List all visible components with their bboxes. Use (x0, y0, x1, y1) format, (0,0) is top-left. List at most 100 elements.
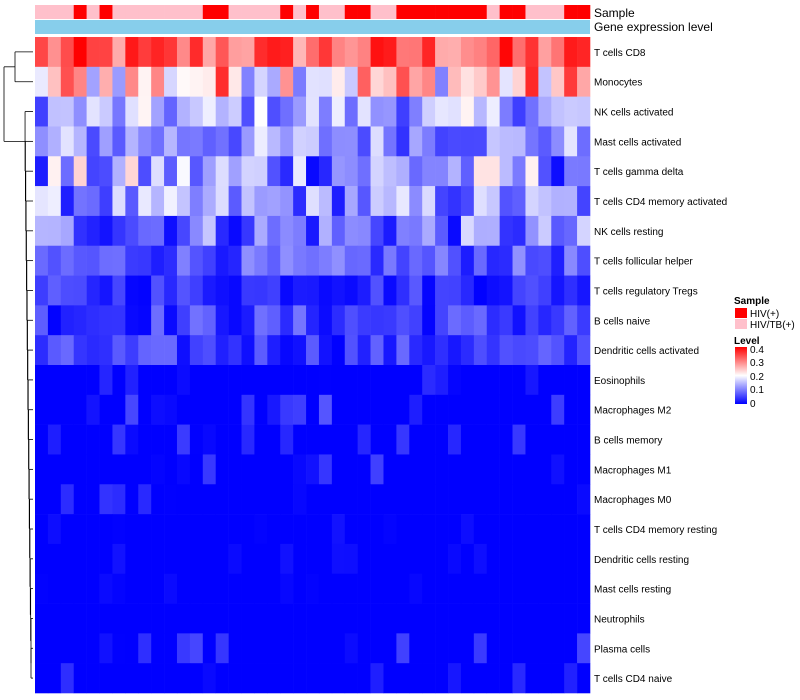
heatmap-cell (86, 245, 100, 276)
heatmap-cell (306, 186, 320, 217)
heatmap-cell (564, 275, 578, 306)
heatmap-cell (551, 305, 565, 336)
sample-annotation-cell (215, 5, 229, 19)
sample-annotation-cell (86, 5, 100, 19)
heatmap-cell (99, 215, 113, 247)
heatmap-cell (512, 156, 526, 187)
heatmap-cell (538, 335, 552, 366)
heatmap-cell (577, 245, 591, 276)
heatmap-cell (564, 663, 578, 694)
heatmap-cell (448, 96, 462, 127)
heatmap-cell (370, 275, 384, 306)
heatmap-cell (486, 424, 500, 455)
heatmap-cell (228, 663, 242, 694)
heatmap-cell (112, 424, 126, 455)
heatmap-cell (551, 573, 565, 604)
heatmap-cell (99, 186, 113, 217)
heatmap-cell (435, 543, 449, 575)
heatmap-cell (176, 126, 191, 157)
heatmap-cell (176, 96, 191, 127)
heatmap-cell (486, 663, 500, 694)
row-label: Dendritic cells activated (594, 346, 699, 357)
heatmap-cell (202, 156, 216, 187)
heatmap-cell (254, 365, 268, 396)
heatmap-cell (228, 305, 242, 336)
heatmap-cell (125, 335, 139, 366)
heatmap-cell (151, 66, 165, 97)
heatmap-cell (473, 514, 488, 545)
heatmap-cell (383, 573, 397, 604)
heatmap-cell (254, 215, 268, 247)
heatmap-cell (473, 454, 488, 485)
heatmap-cell (73, 633, 87, 664)
heatmap-cell (331, 424, 346, 455)
sample-annotation-cell (293, 5, 307, 19)
heatmap-cell (448, 66, 462, 97)
heatmap-cell (551, 663, 565, 694)
heatmap-cell (538, 37, 552, 68)
heatmap-cell (409, 245, 423, 276)
heatmap-cell (448, 126, 462, 157)
heatmap-cell (47, 335, 62, 366)
heatmap-cell (435, 365, 449, 396)
heatmap-cell (396, 156, 410, 187)
heatmap-cell (73, 335, 87, 366)
heatmap-cell (306, 335, 320, 366)
gene-expression-annotation-bar (35, 20, 590, 34)
heatmap-cell (202, 514, 216, 545)
heatmap-cell (267, 365, 281, 396)
heatmap-cell (47, 454, 62, 485)
heatmap-cell (112, 335, 126, 366)
heatmap-cell (228, 573, 242, 604)
heatmap-cell (422, 245, 436, 276)
heatmap-cell (138, 573, 152, 604)
heatmap-cell (344, 37, 358, 68)
heatmap-cell (318, 126, 333, 157)
heatmap-cell (331, 633, 346, 664)
heatmap-cell (564, 454, 578, 485)
heatmap-cell (86, 37, 100, 68)
sample-annotation-cell (473, 5, 488, 19)
heatmap-cell (473, 126, 488, 157)
heatmap-cell (176, 245, 191, 276)
heatmap-cell (357, 573, 371, 604)
heatmap-cell (228, 335, 242, 366)
heatmap-cell (280, 573, 294, 604)
heatmap-cell (499, 633, 513, 664)
heatmap-cell (331, 663, 346, 694)
heatmap-cell (215, 543, 229, 575)
heatmap-cell (202, 603, 216, 634)
heatmap-cell (35, 126, 49, 157)
heatmap-cell (176, 633, 191, 664)
heatmap-cell (318, 335, 333, 366)
sample-annotation-cell (564, 5, 578, 19)
heatmap-cell (512, 454, 526, 485)
heatmap-cell (47, 484, 62, 515)
heatmap-cell (564, 514, 578, 545)
heatmap-cell (538, 573, 552, 604)
sample-annotation-cell (254, 5, 268, 19)
heatmap-cell (525, 37, 539, 68)
heatmap-cell (241, 603, 255, 634)
heatmap-cell (512, 484, 526, 515)
heatmap-cell (564, 305, 578, 336)
heatmap-cell (254, 394, 268, 425)
heatmap-cell (435, 514, 449, 545)
row-label: B cells naive (594, 316, 651, 327)
heatmap-cell (577, 96, 591, 127)
heatmap-cell (448, 394, 462, 425)
heatmap-cell (99, 275, 113, 306)
heatmap-cell (383, 543, 397, 575)
heatmap-cell (189, 543, 204, 575)
heatmap-cell (512, 215, 526, 247)
heatmap-cell (202, 394, 216, 425)
heatmap-cell (448, 543, 462, 575)
heatmap-cell (99, 603, 113, 634)
heatmap-cell (525, 514, 539, 545)
heatmap-cell (409, 603, 423, 634)
row-label: T cells gamma delta (594, 167, 684, 178)
heatmap-cell (551, 156, 565, 187)
heatmap-cell (499, 424, 513, 455)
heatmap-cell (512, 305, 526, 336)
heatmap-cell (370, 156, 384, 187)
